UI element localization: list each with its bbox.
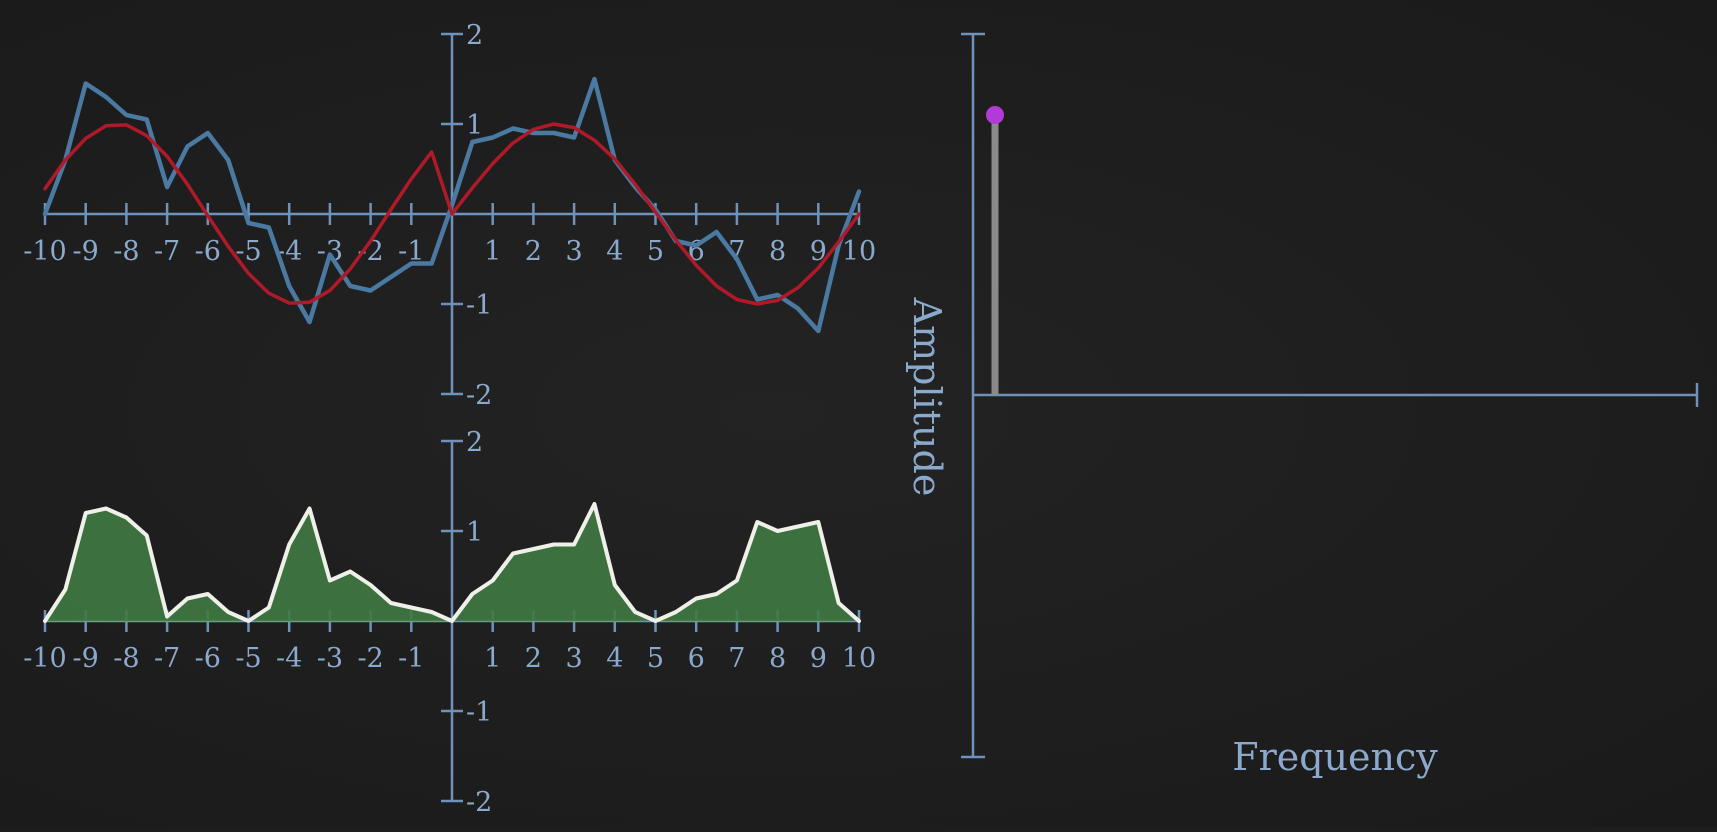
product-x-tick-label: 2 (525, 643, 542, 674)
signal-x-tick-label: -8 (113, 236, 139, 267)
product-y-tick-label: 1 (466, 517, 483, 548)
signal-x-tick-label: 10 (842, 236, 876, 267)
product-x-tick-label: -3 (317, 643, 343, 674)
signal-x-tick-label: -9 (73, 236, 99, 267)
signal-y-tick-label: -2 (466, 380, 492, 411)
product-x-tick-label: 8 (769, 643, 786, 674)
reference-sine-line (43, 122, 861, 306)
product-x-tick-label: -5 (235, 643, 261, 674)
product-x-tick-label: 1 (484, 643, 501, 674)
product-x-tick-label: -1 (398, 643, 424, 674)
product-x-tick-label: 9 (810, 643, 827, 674)
product-y-tick-label: -1 (466, 697, 492, 728)
frequency-label: Frequency (1232, 735, 1438, 779)
product-x-tick-label: 3 (566, 643, 583, 674)
signal-x-tick-label: -10 (23, 236, 66, 267)
signal-x-tick-label: 5 (647, 236, 664, 267)
product-x-tick-label: 7 (728, 643, 745, 674)
signal-x-tick-label: -3 (317, 236, 343, 267)
signal-x-tick-label: 4 (606, 236, 623, 267)
signal-x-tick-label: 8 (769, 236, 786, 267)
amplitude-stem-head (986, 106, 1004, 124)
signal-x-tick-label: 2 (525, 236, 542, 267)
signal-y-tick-label: 2 (466, 20, 483, 51)
signal-x-tick-label: 3 (566, 236, 583, 267)
product-x-tick-label: -8 (113, 643, 139, 674)
product-x-tick-label: -7 (154, 643, 180, 674)
product-y-tick-label: 2 (466, 427, 483, 458)
product-x-tick-label: 5 (647, 643, 664, 674)
product-x-tick-label: -9 (73, 643, 99, 674)
frequency-plot: Frequency Amplitude (905, 32, 1699, 779)
signal-y-tick-label: 1 (466, 110, 483, 141)
signal-x-tick-label: -7 (154, 236, 180, 267)
product-x-tick-label: -10 (23, 643, 66, 674)
signal-y-tick-label: -1 (466, 290, 492, 321)
product-x-tick-label: -4 (276, 643, 302, 674)
product-x-tick-label: 10 (842, 643, 876, 674)
signal-x-tick-label: 1 (484, 236, 501, 267)
product-x-tick-label: -6 (195, 643, 221, 674)
signal-x-tick-label: -6 (195, 236, 221, 267)
product-y-tick-label: -2 (466, 787, 492, 818)
product-area (45, 504, 859, 621)
product-x-tick-label: 6 (688, 643, 705, 674)
product-line (43, 502, 861, 623)
product-x-tick-label: 4 (606, 643, 623, 674)
signal-line (42, 76, 862, 334)
signal-x-tick-label: 7 (728, 236, 745, 267)
amplitude-label: Amplitude (905, 297, 949, 497)
signal-x-tick-label: 9 (810, 236, 827, 267)
product-x-tick-label: -2 (357, 643, 383, 674)
